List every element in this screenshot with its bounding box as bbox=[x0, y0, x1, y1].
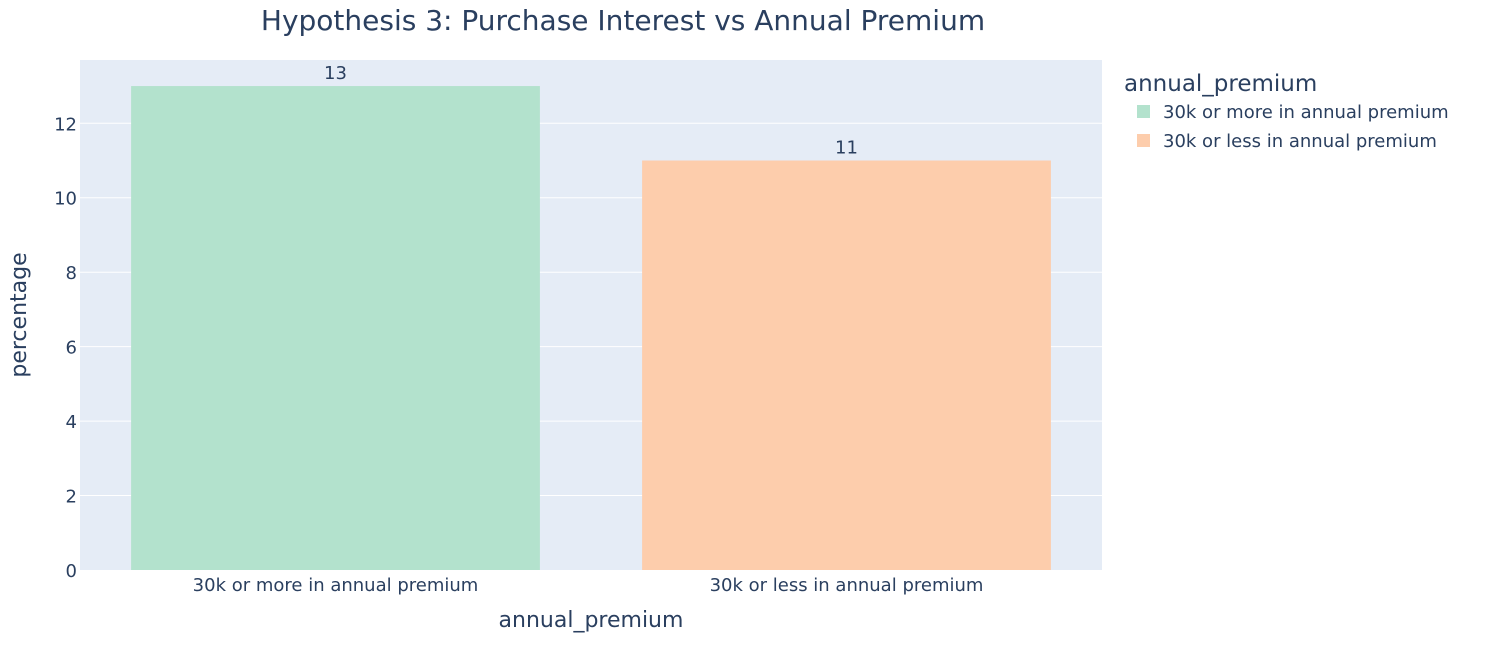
legend-entry: 30k or less in annual premium bbox=[1163, 131, 1437, 152]
data-label: 13 bbox=[324, 63, 347, 84]
y-tick-label: 4 bbox=[66, 412, 77, 433]
bars bbox=[131, 86, 1051, 570]
y-tick-label: 2 bbox=[66, 487, 77, 508]
legend: annual_premium 30k or more in annual pre… bbox=[1124, 71, 1449, 152]
y-axis-ticks: 0 2 4 6 8 10 12 bbox=[54, 114, 77, 582]
data-label: 11 bbox=[835, 138, 858, 159]
legend-entry: 30k or more in annual premium bbox=[1163, 102, 1449, 123]
x-tick-label: 30k or less in annual premium bbox=[710, 575, 984, 596]
y-tick-label: 8 bbox=[66, 263, 77, 284]
bar-1 bbox=[131, 86, 540, 570]
legend-swatch bbox=[1137, 105, 1150, 118]
y-tick-label: 6 bbox=[66, 338, 77, 359]
y-tick-label: 10 bbox=[54, 189, 77, 210]
bar-2 bbox=[642, 160, 1051, 570]
legend-title: annual_premium bbox=[1124, 71, 1317, 97]
y-axis-title: percentage bbox=[7, 252, 32, 377]
x-axis-title: annual_premium bbox=[499, 608, 684, 633]
y-tick-label: 12 bbox=[54, 114, 77, 135]
y-tick-label: 0 bbox=[66, 561, 77, 582]
x-tick-label: 30k or more in annual premium bbox=[193, 575, 479, 596]
chart-title: Hypothesis 3: Purchase Interest vs Annua… bbox=[261, 4, 985, 37]
legend-swatch bbox=[1137, 134, 1150, 147]
data-labels: 13 11 bbox=[324, 63, 858, 158]
x-axis-ticks: 30k or more in annual premium 30k or less… bbox=[193, 575, 984, 596]
